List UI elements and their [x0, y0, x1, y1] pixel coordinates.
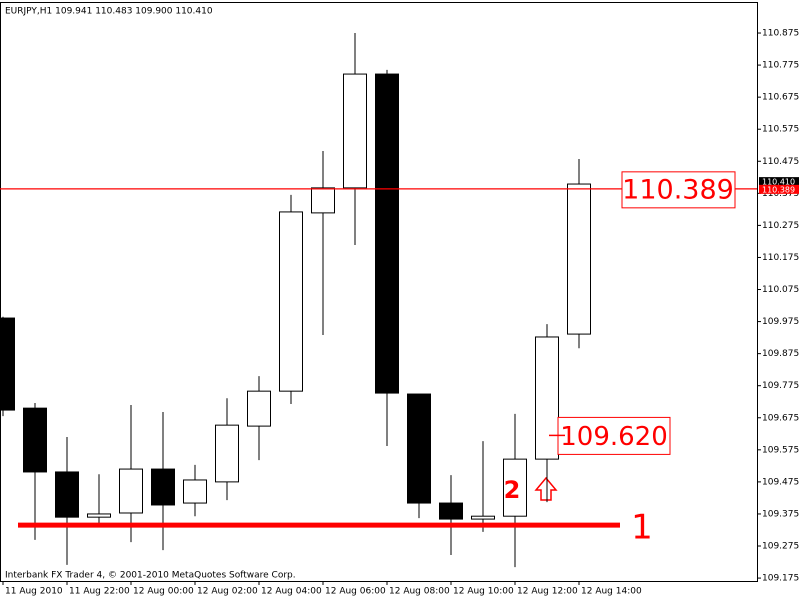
y-tick-label: 110.275: [762, 221, 799, 231]
y-tick-label: 110.775: [762, 61, 799, 71]
y-tick-label: 109.675: [762, 413, 799, 423]
x-tick-label: 12 Aug 02:00: [197, 587, 258, 597]
y-tick-label: 109.275: [762, 542, 799, 552]
candle-body: [87, 513, 111, 518]
x-tick-label: 12 Aug 14:00: [581, 587, 642, 597]
y-tick-label: 109.575: [762, 445, 799, 455]
x-tick-label: 12 Aug 08:00: [389, 587, 450, 597]
candle-body: [247, 390, 271, 427]
candle-body: [343, 73, 367, 189]
y-tick-label: 109.775: [762, 381, 799, 391]
y-tick-label: 109.475: [762, 477, 799, 487]
marker-2: 2: [504, 476, 521, 504]
x-tick-label: 12 Aug 06:00: [325, 587, 386, 597]
y-tick-label: 109.875: [762, 349, 799, 359]
y-tick-label: 110.075: [762, 285, 799, 295]
current-price-tag: [759, 177, 799, 187]
level-tag-label: 110.389: [762, 185, 795, 194]
marker-1: 1: [631, 508, 653, 548]
level-label: 110.389: [622, 174, 734, 205]
candle-body: [439, 502, 463, 520]
candle-body: [151, 468, 175, 506]
annotation-label: 109.620: [560, 422, 668, 452]
level-tag: [759, 184, 799, 194]
candle-body: [503, 458, 527, 517]
candle-body: [375, 73, 399, 394]
candle-body: [55, 471, 79, 518]
current-price-label: 110.410: [762, 178, 795, 187]
level-label-box: [621, 171, 736, 209]
x-tick-label: 11 Aug 22:00: [69, 587, 130, 597]
x-tick-label: 12 Aug 12:00: [517, 587, 578, 597]
header: EURJPY,H1 109.941 110.483 109.900 110.41…: [5, 7, 213, 17]
plot-frame: [0, 2, 758, 582]
footer: Interbank FX Trader 4, © 2001-2010 MetaQ…: [5, 571, 296, 581]
candle-body: [279, 211, 303, 392]
x-tick-label: 11 Aug 2010: [5, 587, 63, 597]
up-arrow: [534, 476, 558, 501]
candle-body: [407, 393, 431, 504]
candle-body: [311, 187, 335, 214]
y-tick-label: 110.875: [762, 29, 799, 39]
y-tick-label: 109.175: [762, 574, 799, 584]
candle-body: [119, 468, 143, 514]
y-tick-label: 110.475: [762, 157, 799, 167]
candle-body: [23, 407, 47, 473]
candle-body: [183, 479, 207, 504]
y-tick-label: 110.675: [762, 93, 799, 103]
y-tick-label: 110.175: [762, 253, 799, 263]
candle-body: [0, 317, 15, 411]
x-tick-label: 12 Aug 00:00: [133, 587, 194, 597]
candle-body: [567, 183, 591, 335]
x-tick-label: 12 Aug 10:00: [453, 587, 514, 597]
y-tick-label: 110.575: [762, 125, 799, 135]
candle-body: [215, 424, 239, 483]
y-tick-label: 109.975: [762, 317, 799, 327]
annotation-box: [557, 416, 671, 455]
y-tick-label: 109.375: [762, 509, 799, 519]
candle-body: [535, 336, 559, 460]
x-tick-label: 12 Aug 04:00: [261, 587, 322, 597]
candle-body: [471, 515, 495, 520]
